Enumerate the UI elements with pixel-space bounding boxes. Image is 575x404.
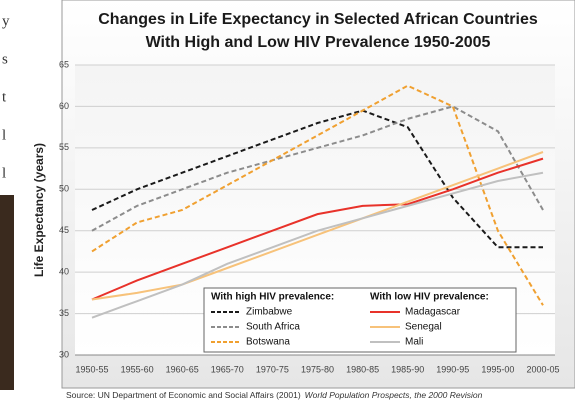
y-tick-label: 50 (59, 184, 69, 194)
x-tick-label: 1965-70 (211, 364, 244, 374)
legend-label: South Africa (246, 322, 300, 333)
photo-edge (0, 195, 14, 390)
chart-title: Changes in Life Expectancy in Selected A… (98, 11, 538, 28)
x-tick-label: 1995-00 (481, 364, 514, 374)
source: Source: UN Department of Economic and So… (66, 390, 483, 400)
text-fragment: y (2, 13, 10, 29)
y-tick-label: 60 (59, 101, 69, 111)
y-tick-label: 45 (59, 225, 69, 235)
x-tick-label: 1960-65 (166, 364, 199, 374)
page: {"left_fragments": ["y", "s", "t", "l", … (0, 0, 575, 404)
y-tick-label: 35 (59, 308, 69, 318)
legend-label: Madagascar (405, 307, 461, 318)
x-tick-label: 1970-75 (256, 364, 289, 374)
x-tick-label: 1980-85 (346, 364, 379, 374)
legend-label: Botswana (246, 337, 290, 348)
text-fragment: t (2, 89, 7, 105)
legend-label: Zimbabwe (246, 307, 293, 318)
y-tick-label: 40 (59, 267, 69, 277)
text-fragment: s (2, 51, 8, 67)
legend-group-title: With low HIV prevalence: (370, 292, 489, 303)
legend-label: Mali (405, 337, 423, 348)
x-tick-label: 2000-05 (526, 364, 559, 374)
source-text: Source: UN Department of Economic and So… (66, 390, 301, 400)
y-tick-label: 30 (59, 349, 69, 359)
chart-title: With High and Low HIV Prevalence 1950-20… (146, 34, 491, 51)
source-title: World Population Prospects, the 2000 Rev… (305, 390, 483, 400)
x-tick-label: 1950-55 (75, 364, 108, 374)
y-tick-label: 55 (59, 142, 69, 152)
y-tick-label: 65 (59, 59, 69, 69)
text-fragment: l (2, 165, 6, 181)
text-fragment: l (2, 127, 6, 143)
legend-label: Senegal (405, 322, 442, 333)
chart: Changes in Life Expectancy in Selected A… (0, 0, 575, 404)
y-axis-label: Life Expectancy (years) (32, 143, 46, 277)
x-tick-label: 1975-80 (301, 364, 334, 374)
legend-group-title: With high HIV prevalence: (211, 292, 334, 303)
x-tick-label: 1990-95 (436, 364, 469, 374)
x-tick-label: 1955-60 (121, 364, 154, 374)
x-tick-label: 1985-90 (391, 364, 424, 374)
